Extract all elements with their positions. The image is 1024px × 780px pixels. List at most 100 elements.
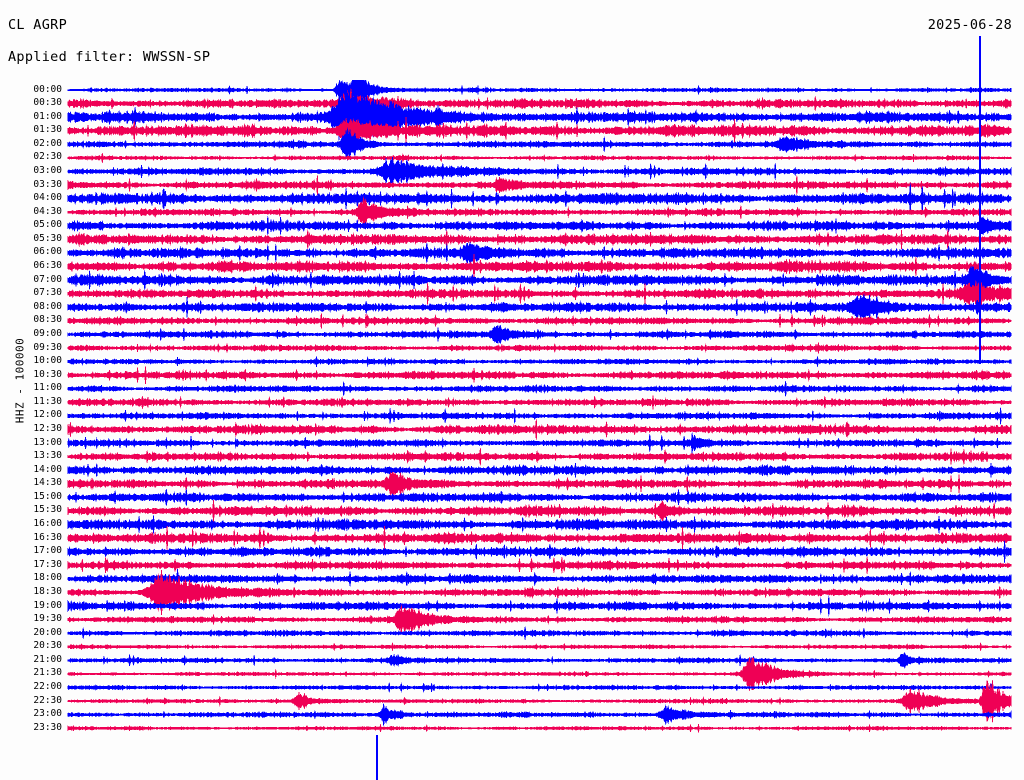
time-tick-label: 19:30 <box>33 613 62 625</box>
trace-row <box>67 471 1012 496</box>
time-tick-label: 01:00 <box>33 110 62 122</box>
time-tick-label: 23:00 <box>33 708 62 720</box>
time-tick-label: 12:00 <box>33 409 62 421</box>
time-tick-label: 23:30 <box>33 721 62 733</box>
time-tick-label: 04:00 <box>33 192 62 204</box>
trace-svg <box>67 80 1012 780</box>
time-tick-label: 02:00 <box>33 137 62 149</box>
trace-row <box>67 280 1012 307</box>
trace-row <box>67 556 1012 574</box>
trace-row <box>67 80 1012 111</box>
time-tick-label: 10:00 <box>33 355 62 367</box>
trace-row <box>67 312 1012 329</box>
trace-row <box>67 265 1012 295</box>
trace-row <box>67 682 1012 693</box>
station-label: CL AGRP <box>8 17 67 33</box>
time-tick-label: 14:30 <box>33 477 62 489</box>
trace-row <box>67 324 1012 345</box>
event-vertical-line-header <box>979 36 981 80</box>
trace-row <box>67 215 1012 236</box>
time-tick-label: 16:30 <box>33 531 62 543</box>
time-tick-label: 11:30 <box>33 395 62 407</box>
trace-row <box>67 679 1012 723</box>
time-tick-label: 22:30 <box>33 694 62 706</box>
trace-row <box>67 626 1012 640</box>
time-tick-label: 15:30 <box>33 504 62 516</box>
time-tick-label: 05:30 <box>33 232 62 244</box>
time-tick-label: 09:00 <box>33 327 62 339</box>
time-tick-label: 02:30 <box>33 151 62 163</box>
time-tick-label: 07:00 <box>33 273 62 285</box>
trace-row <box>67 499 1012 522</box>
trace-row <box>67 723 1012 734</box>
applied-filter-label: Applied filter: WWSSN-SP <box>8 49 211 65</box>
helicorder-plot: 00:00 00:30 01:00 01:30 02:00 02:30 03:00 03:30… <box>0 80 1024 780</box>
trace-row <box>67 515 1012 534</box>
time-tick-label: 08:00 <box>33 300 62 312</box>
trace-canvas <box>0 80 1024 780</box>
time-tick-label: 01:30 <box>33 124 62 136</box>
time-axis: 00:00 00:30 01:00 01:30 02:00 02:30 03:00 03:30… <box>0 80 66 780</box>
date-label: 2025-06-28 <box>927 17 1012 33</box>
trace-row <box>67 462 1012 478</box>
trace-row <box>67 595 1012 617</box>
trace-row <box>67 116 1012 145</box>
trace-row <box>67 229 1012 250</box>
trace-row <box>67 432 1012 454</box>
trace-row <box>67 525 1012 551</box>
trace-row <box>67 341 1012 355</box>
time-tick-label: 15:00 <box>33 490 62 502</box>
time-tick-label: 06:30 <box>33 260 62 272</box>
time-tick-label: 21:30 <box>33 667 62 679</box>
trace-row <box>67 380 1012 397</box>
trace-row <box>67 152 1012 163</box>
trace-row <box>67 157 1012 186</box>
time-tick-label: 22:00 <box>33 681 62 693</box>
trace-row <box>67 641 1012 652</box>
trace-row <box>67 242 1012 264</box>
time-tick-label: 18:30 <box>33 585 62 597</box>
time-tick-label: 16:00 <box>33 518 62 530</box>
event-vertical-line <box>376 735 378 780</box>
trace-row <box>67 540 1012 564</box>
time-tick-label: 09:30 <box>33 341 62 353</box>
time-tick-label: 14:00 <box>33 463 62 475</box>
trace-row <box>67 703 1012 727</box>
time-tick-label: 04:30 <box>33 205 62 217</box>
trace-row <box>67 657 1012 691</box>
trace-row <box>67 395 1012 410</box>
trace-row <box>67 182 1012 215</box>
time-tick-label: 05:00 <box>33 219 62 231</box>
trace-row <box>67 355 1012 368</box>
trace-row <box>67 570 1012 615</box>
time-tick-label: 13:00 <box>33 436 62 448</box>
trace-row <box>67 293 1012 322</box>
time-tick-label: 13:30 <box>33 450 62 462</box>
trace-row <box>67 253 1012 280</box>
time-tick-label: 08:30 <box>33 314 62 326</box>
event-vertical-line <box>979 80 981 364</box>
trace-row <box>67 418 1012 441</box>
time-tick-label: 03:30 <box>33 178 62 190</box>
time-tick-label: 18:00 <box>33 572 62 584</box>
time-tick-label: 10:30 <box>33 368 62 380</box>
trace-row <box>67 174 1012 196</box>
trace-row <box>67 366 1012 384</box>
trace-row <box>67 83 1012 151</box>
time-tick-label: 12:30 <box>33 423 62 434</box>
time-tick-label: 17:00 <box>33 545 62 557</box>
trace-row <box>67 569 1012 589</box>
trace-row <box>67 651 1012 669</box>
time-tick-label: 03:00 <box>33 164 62 176</box>
trace-row <box>67 407 1012 425</box>
time-tick-label: 17:30 <box>33 558 62 570</box>
time-tick-label: 20:00 <box>33 626 62 638</box>
time-tick-label: 06:00 <box>33 246 62 258</box>
time-tick-label: 07:30 <box>33 287 62 299</box>
trace-row <box>67 604 1012 635</box>
time-tick-label: 20:30 <box>33 640 62 652</box>
trace-row <box>67 127 1012 161</box>
time-tick-label: 11:00 <box>33 382 62 394</box>
trace-row <box>67 196 1012 228</box>
